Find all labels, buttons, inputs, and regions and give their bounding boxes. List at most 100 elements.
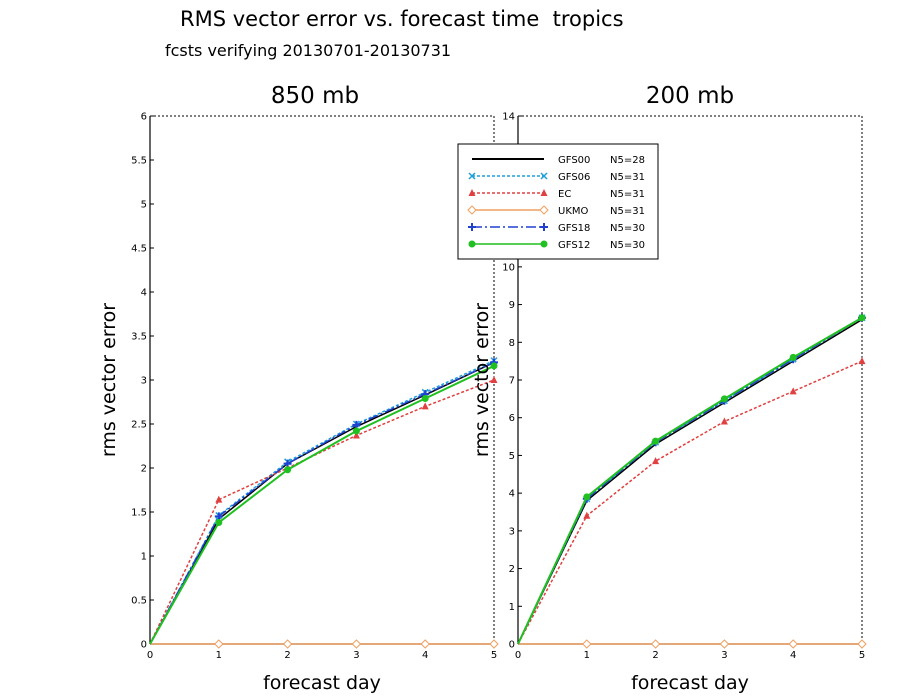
legend-count: N5=28 xyxy=(610,155,645,166)
legend-series-name: GFS18 xyxy=(558,223,590,234)
legend-count: N5=31 xyxy=(610,172,645,183)
x-tick-label: 2 xyxy=(284,650,290,661)
series-gfs18 xyxy=(517,313,866,645)
legend-item-gfs06: GFS06 N5=31 xyxy=(468,172,645,183)
y-tick-label: 8 xyxy=(509,338,515,349)
data-point xyxy=(490,362,498,370)
legend-marker-start xyxy=(468,189,476,196)
data-point xyxy=(489,639,499,649)
data-point xyxy=(215,519,223,527)
y-tick-label: 5.5 xyxy=(131,156,147,167)
y-tick-label: 5 xyxy=(509,451,515,462)
series-gfs06 xyxy=(517,314,866,645)
x-tick-label: 2 xyxy=(652,650,658,661)
y-tick-label: 4 xyxy=(509,489,515,500)
data-point xyxy=(789,353,797,361)
series-line xyxy=(149,379,495,645)
legend-series-name: GFS00 xyxy=(558,155,590,166)
y-axis-label: rms vector error xyxy=(471,303,493,457)
panel-title: 850 mb xyxy=(271,83,359,109)
data-point xyxy=(351,639,362,649)
series-gfs00 xyxy=(517,319,863,645)
legend-series-name: GFS12 xyxy=(558,240,590,251)
y-tick-label: 4.5 xyxy=(131,244,147,255)
y-tick-label: 3.5 xyxy=(131,332,147,343)
series-line xyxy=(517,317,863,645)
y-tick-label: 6 xyxy=(141,112,147,123)
legend-count: N5=30 xyxy=(610,240,645,251)
y-tick-label: 4 xyxy=(141,288,147,299)
y-tick-label: 2.5 xyxy=(131,420,147,431)
data-point xyxy=(284,466,292,474)
data-point xyxy=(789,387,797,395)
series-ec xyxy=(149,376,498,645)
series-line xyxy=(517,317,863,645)
series-gfs00 xyxy=(149,361,495,645)
y-tick-label: 1 xyxy=(509,602,515,613)
x-tick-label: 5 xyxy=(491,650,497,661)
y-tick-label: 5 xyxy=(141,200,147,211)
y-tick-label: 2 xyxy=(509,564,515,575)
y-tick-label: 3 xyxy=(509,526,515,537)
y-axis-label: rms vector error xyxy=(98,303,120,457)
data-point xyxy=(720,395,728,403)
data-point xyxy=(352,431,360,439)
data-point xyxy=(420,639,430,649)
data-point xyxy=(582,639,592,649)
legend-marker-end xyxy=(539,205,549,215)
y-tick-label: 1 xyxy=(141,552,147,563)
y-tick-label: 0.5 xyxy=(131,596,147,607)
legend-item-gfs18: GFS18 N5=30 xyxy=(468,223,645,234)
series-ukmo xyxy=(150,639,499,649)
data-point xyxy=(650,639,661,649)
y-tick-label: 1.5 xyxy=(131,508,147,519)
legend-marker-start xyxy=(468,172,476,180)
legend-series-name: UKMO xyxy=(558,206,589,217)
x-axis-label: forecast day xyxy=(631,672,749,694)
x-tick-label: 4 xyxy=(422,650,428,661)
panel-title: 200 mb xyxy=(646,83,734,109)
legend-box xyxy=(457,143,659,260)
legend-series-name: GFS06 xyxy=(558,172,590,183)
panel-850mb: 850 mb 0 0.5 1 1.5 2 2.5 3 3.5 4 4.5 5 5.5 6 0 1 2 3 4 5 for… xyxy=(98,83,499,694)
legend-item-gfs00: GFS00 N5=28 xyxy=(472,155,645,166)
legend-item-gfs12: GFS12 N5=30 xyxy=(468,240,645,251)
x-tick-label: 3 xyxy=(353,650,359,661)
legend-count: N5=30 xyxy=(610,223,645,234)
legend: GFS00 N5=28 GFS06 N5=31 EC N5=31 UKMO N5=31 GFS1… xyxy=(457,143,659,260)
y-tick-label: 0 xyxy=(509,640,515,651)
x-axis-label: forecast day xyxy=(263,672,381,694)
x-tick-label: 4 xyxy=(790,650,796,661)
data-point xyxy=(583,493,591,501)
series-line xyxy=(149,359,495,645)
data-point xyxy=(583,511,591,519)
figure-subtitle: fcsts verifying 20130701-20130731 xyxy=(165,41,451,60)
y-tick-label: 10 xyxy=(502,262,515,273)
x-tick-label: 1 xyxy=(216,650,222,661)
legend-series-name: EC xyxy=(558,189,571,200)
data-point xyxy=(214,639,224,649)
data-point xyxy=(788,639,798,649)
data-point xyxy=(282,639,293,649)
data-point xyxy=(857,639,867,649)
x-tick-label: 5 xyxy=(859,650,865,661)
data-point xyxy=(858,357,866,365)
data-point xyxy=(421,402,429,410)
series-gfs18 xyxy=(149,358,498,645)
data-point xyxy=(490,376,498,383)
legend-marker-end xyxy=(540,172,548,180)
data-point xyxy=(652,437,660,445)
legend-marker-start xyxy=(467,205,477,215)
y-tick-label: 0 xyxy=(141,640,147,651)
y-tick-label: 3 xyxy=(141,376,147,387)
x-tick-label: 0 xyxy=(147,650,153,661)
series-line xyxy=(517,319,863,645)
series-line xyxy=(517,316,863,645)
panel-200mb: 200 mb01234567891011121314012345forecast… xyxy=(471,83,867,694)
data-point xyxy=(215,495,223,503)
plot-frame xyxy=(149,115,495,645)
data-point xyxy=(720,417,728,425)
x-tick-label: 3 xyxy=(721,650,727,661)
data-point xyxy=(421,394,429,402)
